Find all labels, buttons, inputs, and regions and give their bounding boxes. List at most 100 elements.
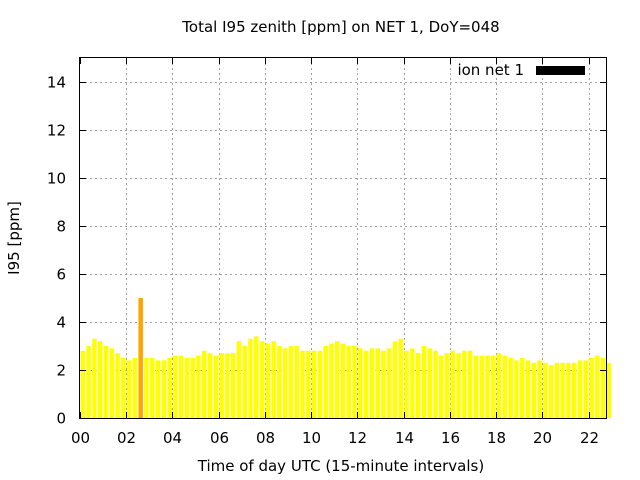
bar: [254, 336, 259, 418]
bar: [369, 348, 375, 418]
x-tick-label: 18: [487, 429, 506, 447]
bar: [479, 355, 484, 418]
plot-frame: [79, 57, 607, 419]
x-tick-label: 20: [533, 429, 552, 447]
y-tick-label: 12: [47, 122, 66, 140]
x-tick-label: 02: [117, 429, 136, 447]
bar: [439, 355, 444, 418]
bar: [138, 298, 143, 418]
bar: [271, 341, 276, 418]
ticks: [80, 58, 606, 419]
x-tick-label: 14: [395, 429, 414, 447]
bar: [462, 350, 467, 418]
bar: [115, 353, 120, 418]
x-tick-label: 16: [441, 429, 460, 447]
bar: [433, 350, 438, 418]
bar: [288, 346, 294, 418]
bar: [456, 353, 461, 418]
bar: [346, 346, 352, 418]
legend: ion net 1: [457, 61, 585, 79]
bar: [196, 355, 201, 418]
bar: [161, 360, 167, 418]
bar: [600, 358, 606, 418]
bar: [537, 360, 542, 418]
x-tick-label: 12: [348, 429, 367, 447]
bar: [202, 350, 207, 418]
bar: [548, 365, 554, 418]
bar: [352, 346, 357, 418]
bar: [531, 362, 537, 418]
bar: [144, 358, 149, 418]
bar: [173, 355, 178, 418]
bar: [386, 348, 392, 418]
bar: [410, 348, 415, 418]
bar: [606, 362, 612, 418]
bar: [398, 338, 404, 418]
bar: [421, 346, 427, 418]
bars: [80, 298, 612, 418]
bar: [473, 355, 479, 418]
bar: [219, 353, 224, 418]
bar: [595, 355, 600, 418]
x-tick-label: 08: [256, 429, 275, 447]
y-tick-label: 8: [56, 218, 66, 236]
bar: [277, 346, 282, 418]
bar: [248, 338, 253, 418]
grid: [80, 58, 606, 418]
bar: [149, 358, 155, 418]
bar: [236, 341, 242, 418]
bar: [381, 350, 386, 418]
bar: [508, 358, 513, 418]
bar: [92, 338, 97, 418]
bar: [375, 348, 380, 418]
bar: [86, 346, 91, 418]
legend-label: ion net 1: [457, 61, 524, 79]
bar: [242, 346, 247, 418]
bar: [80, 350, 86, 418]
x-tick-label: 04: [163, 429, 182, 447]
bar: [340, 343, 346, 418]
bar: [109, 348, 115, 418]
bar: [334, 341, 340, 418]
bar: [519, 358, 525, 418]
bar: [317, 350, 323, 418]
y-tick-label: 14: [47, 74, 66, 92]
bar: [329, 343, 334, 418]
bar: [282, 348, 288, 418]
bar: [415, 353, 421, 418]
x-tick-label: 00: [71, 429, 90, 447]
bar: [184, 358, 190, 418]
bar: [97, 341, 103, 418]
bar: [300, 350, 305, 418]
bar: [294, 346, 300, 418]
bar: [155, 360, 161, 418]
bar: [311, 350, 317, 418]
bar: [571, 362, 577, 418]
bar: [467, 350, 473, 418]
bar: [230, 353, 236, 418]
bar: [560, 362, 565, 418]
bar: [358, 348, 363, 418]
bar: [190, 358, 195, 418]
bar: [259, 341, 265, 418]
y-axis-label: I95 [ppm]: [5, 201, 23, 275]
bar: [121, 358, 126, 418]
bar: [496, 353, 502, 418]
bar: [427, 348, 432, 418]
y-tick-label: 2: [56, 362, 66, 380]
bar: [450, 350, 456, 418]
chart-title: Total I95 zenith [ppm] on NET 1, DoY=048: [181, 18, 499, 36]
bar: [589, 358, 594, 418]
y-tick-label: 0: [56, 410, 66, 428]
x-tick-label: 06: [210, 429, 229, 447]
bar: [207, 353, 213, 418]
x-axis-label: Time of day UTC (15-minute intervals): [197, 457, 484, 475]
bar: [323, 346, 328, 418]
bar: [491, 355, 496, 418]
bar: [543, 362, 548, 418]
bar: [132, 358, 138, 418]
legend-swatch: [536, 66, 585, 75]
bar: [577, 360, 583, 418]
